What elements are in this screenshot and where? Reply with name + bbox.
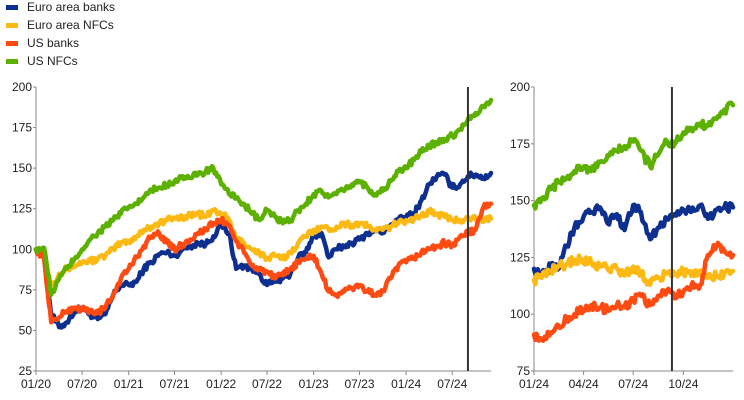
x-tick-label: 07/22 (252, 377, 282, 391)
legend-swatch-euro-area-banks (6, 5, 18, 10)
x-tick-07-22: 07/22 (252, 371, 282, 391)
legend-swatch-euro-area-nfcs (6, 23, 18, 28)
x-tick-label: 07/21 (160, 377, 190, 391)
x-tick-01-22: 01/22 (206, 371, 237, 391)
series-line-us-nfcs (33, 97, 494, 297)
x-tick-label: 07/20 (67, 377, 97, 391)
chart-panel-2024: 75 100 125 150 175 200 01/24 04/24 07/24 10/24 (510, 80, 736, 391)
y-tick-label: 100 (12, 242, 32, 256)
x-tick-label: 01/24 (519, 377, 549, 391)
x-tick-07-23: 07/23 (345, 371, 375, 391)
series-line-euro-area-nfcs (531, 253, 736, 287)
x-tick-label: 01/23 (299, 377, 329, 391)
x-tick-07-24: 07/24 (437, 371, 468, 391)
y-tick-25: 25 (19, 364, 36, 378)
y-tick-label: 125 (12, 202, 32, 216)
x-tick-01-21: 01/21 (114, 371, 144, 391)
x-tick-label: 07/23 (345, 377, 375, 391)
x-tick-04-24: 04/24 (569, 371, 599, 391)
series-line-us-nfcs (531, 100, 736, 211)
x-tick-label: 07/24 (437, 377, 467, 391)
x-tick-label: 10/24 (668, 377, 698, 391)
y-tick-label: 75 (517, 364, 531, 378)
y-tick-175: 175 (12, 121, 36, 135)
y-tick-label: 150 (510, 194, 530, 208)
y-tick-label: 75 (19, 283, 33, 297)
chart-panel-full-period: 25 50 75 100 125 150 175 200 01/20 07/20 01/21 07/2… (12, 80, 494, 391)
x-tick-label: 04/24 (569, 377, 599, 391)
series-line-us-banks (531, 240, 736, 343)
y-tick-75: 75 (517, 364, 534, 378)
y-tick-150: 150 (510, 194, 534, 208)
x-tick-01-24: 01/24 (519, 371, 549, 391)
legend: Euro area banks Euro area NFCs US banks US … (6, 0, 115, 68)
y-tick-125: 125 (510, 250, 534, 264)
y-tick-label: 175 (12, 121, 32, 135)
legend-swatch-us-banks (6, 41, 18, 46)
y-tick-label: 125 (510, 250, 530, 264)
x-tick-07-21: 07/21 (160, 371, 190, 391)
y-tick-200: 200 (12, 80, 36, 94)
y-tick-100: 100 (12, 242, 36, 256)
legend-item-us-banks: US banks (6, 36, 79, 50)
y-tick-75: 75 (19, 283, 36, 297)
x-tick-label: 01/22 (206, 377, 236, 391)
legend-label-euro-area-nfcs: Euro area NFCs (27, 18, 114, 32)
series-line-us-banks (33, 201, 494, 325)
x-tick-label: 01/20 (21, 377, 51, 391)
legend-label-euro-area-banks: Euro area banks (27, 0, 115, 14)
y-tick-100: 100 (510, 307, 534, 321)
y-tick-125: 125 (12, 202, 36, 216)
x-tick-01-24: 01/24 (391, 371, 421, 391)
x-tick-07-20: 07/20 (67, 371, 97, 391)
legend-label-us-banks: US banks (27, 36, 79, 50)
legend-item-euro-area-nfcs: Euro area NFCs (6, 18, 114, 32)
x-tick-07-24: 07/24 (618, 371, 649, 391)
y-tick-200: 200 (510, 80, 534, 94)
x-tick-10-24: 10/24 (668, 371, 699, 391)
y-tick-label: 200 (12, 80, 32, 94)
legend-label-us-nfcs: US NFCs (27, 54, 78, 68)
y-tick-175: 175 (510, 137, 534, 151)
legend-item-us-nfcs: US NFCs (6, 54, 78, 68)
x-tick-label: 07/24 (618, 377, 648, 391)
y-tick-label: 150 (12, 161, 32, 175)
series-line-euro-area-nfcs (33, 206, 494, 288)
x-tick-label: 01/24 (391, 377, 421, 391)
y-tick-label: 175 (510, 137, 530, 151)
y-tick-label: 100 (510, 307, 530, 321)
y-tick-label: 25 (19, 364, 33, 378)
y-tick-150: 150 (12, 161, 36, 175)
legend-item-euro-area-banks: Euro area banks (6, 0, 115, 14)
x-tick-01-23: 01/23 (299, 371, 329, 391)
y-tick-50: 50 (19, 323, 36, 337)
series-line-euro-area-banks (531, 200, 736, 278)
x-tick-01-20: 01/20 (21, 371, 51, 391)
legend-swatch-us-nfcs (6, 59, 18, 64)
y-tick-label: 200 (510, 80, 530, 94)
x-tick-label: 01/21 (114, 377, 144, 391)
y-tick-label: 50 (19, 323, 33, 337)
